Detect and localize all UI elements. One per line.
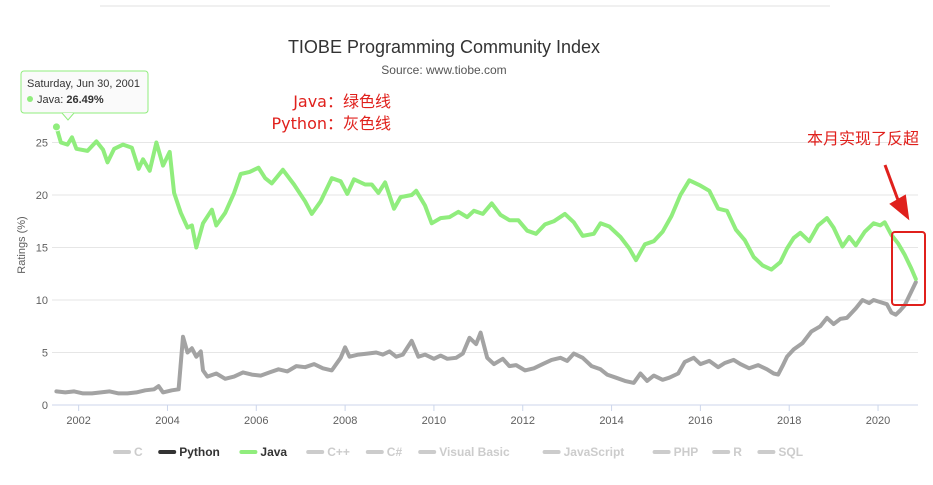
annotation-python: Python：灰色线 bbox=[272, 114, 391, 133]
tooltip: Saturday, Jun 30, 2001 Java: 26.49% bbox=[20, 70, 149, 121]
x-tick-label: 2012 bbox=[511, 415, 535, 427]
annotation-java: Java：绿色线 bbox=[292, 92, 391, 111]
chart-subtitle: Source: www.tiobe.com bbox=[381, 63, 506, 77]
java-hover-point bbox=[51, 122, 61, 132]
tooltip-line: Java: 26.49% bbox=[37, 94, 104, 106]
x-tick-label: 2008 bbox=[333, 415, 357, 427]
chart-title: TIOBE Programming Community Index bbox=[288, 37, 600, 57]
y-tick-label: 25 bbox=[36, 138, 48, 150]
tooltip-marker bbox=[27, 96, 33, 102]
legend-label: PHP bbox=[674, 445, 699, 459]
x-tick-label: 2018 bbox=[777, 415, 801, 427]
x-tick-label: 2004 bbox=[155, 415, 179, 427]
legend-item-c-[interactable]: C# bbox=[365, 445, 403, 459]
y-tick-label: 15 bbox=[36, 243, 48, 255]
tooltip-box bbox=[20, 70, 149, 114]
x-tick-label: 2016 bbox=[688, 415, 712, 427]
series-lines bbox=[51, 122, 918, 396]
tooltip-pointer bbox=[61, 112, 75, 121]
series-line-python[interactable] bbox=[54, 280, 918, 396]
legend-item-python[interactable]: Python bbox=[158, 445, 220, 459]
y-tick-label: 20 bbox=[36, 190, 48, 202]
legend-label: C bbox=[134, 445, 143, 459]
legend-item-visual-basic[interactable]: Visual Basic bbox=[418, 445, 510, 459]
legend-label: C# bbox=[387, 445, 403, 459]
arrow-shaft bbox=[883, 164, 900, 201]
x-tick-label: 2010 bbox=[422, 415, 446, 427]
tooltip-value: 26.49% bbox=[66, 94, 104, 106]
annotation-overtake: 本月实现了反超 bbox=[807, 129, 919, 148]
legend-item-sql[interactable]: SQL bbox=[757, 445, 803, 459]
y-tick-label: 10 bbox=[36, 295, 48, 307]
x-tick-label: 2020 bbox=[866, 415, 890, 427]
y-tick-label: 5 bbox=[42, 348, 48, 360]
legend-label: Java bbox=[260, 445, 287, 459]
legend-item-javascript[interactable]: JavaScript bbox=[542, 445, 625, 459]
legend-label: C++ bbox=[327, 445, 350, 459]
annotation-arrow bbox=[883, 164, 910, 221]
legend-item-c[interactable]: C bbox=[113, 445, 143, 459]
x-axis-ticks: 2002 2004 2006 2008 2010 2012 2014 2016 2018 2020 bbox=[66, 405, 890, 427]
highlight-box bbox=[891, 231, 926, 306]
x-tick-label: 2002 bbox=[66, 415, 90, 427]
legend-label: Python bbox=[179, 445, 220, 459]
legend-item-r[interactable]: R bbox=[712, 445, 742, 459]
y-tick-label: 0 bbox=[42, 400, 48, 412]
legend-item-c-[interactable]: C++ bbox=[306, 445, 350, 459]
series-line-java[interactable] bbox=[54, 124, 918, 281]
legend-label: JavaScript bbox=[564, 445, 625, 459]
legend-label: SQL bbox=[778, 445, 803, 459]
y-axis-ticks: 0 5 10 15 20 25 bbox=[36, 138, 48, 413]
x-tick-label: 2006 bbox=[244, 415, 268, 427]
legend-item-java[interactable]: Java bbox=[239, 445, 287, 459]
y-axis-label: Ratings (%) bbox=[16, 216, 28, 273]
x-tick-label: 2014 bbox=[599, 415, 623, 427]
legend-label: R bbox=[733, 445, 742, 459]
tooltip-colon: : bbox=[60, 94, 66, 106]
legend-label: Visual Basic bbox=[439, 445, 510, 459]
legend-item-php[interactable]: PHP bbox=[652, 445, 699, 459]
tooltip-series: Java bbox=[37, 94, 61, 106]
legend: C Python Java C++ C# Visual Basic JavaScript PH… bbox=[113, 445, 803, 459]
arrow-head bbox=[889, 194, 910, 221]
tooltip-date: Saturday, Jun 30, 2001 bbox=[27, 78, 140, 90]
